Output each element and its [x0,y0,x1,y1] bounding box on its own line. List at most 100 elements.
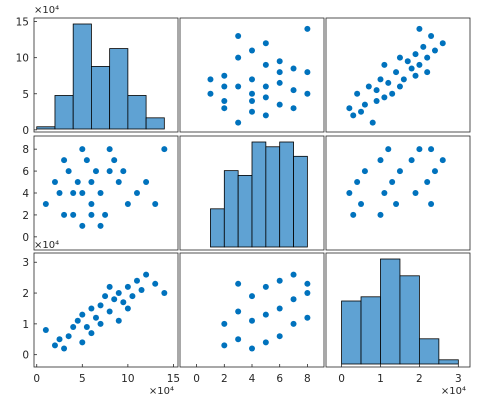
scatter-point [354,179,361,186]
scatter-point [373,97,380,104]
subplot-r0-c2 [325,17,471,133]
scatter-point [221,72,228,79]
scatter-point [249,97,255,104]
hist-bar [36,126,56,130]
y-tick-label: 2 [22,288,29,300]
x-tick-label: 0 [338,373,345,385]
hist-bar [223,170,239,248]
scatter-point [412,190,419,196]
scatter-point [115,179,122,186]
scatter-point [143,179,150,186]
scatter-point [350,211,357,218]
subplot-r1-c0: 0 2 4 6 8 [22,135,179,251]
scatter-point [102,211,109,218]
x-exponent-label: ×10⁴ [149,386,174,397]
subplot-frame [33,135,179,251]
scatter-point [262,339,269,346]
scatter-point [389,90,396,97]
scatter-point [290,87,297,94]
scatter-point [408,65,415,72]
hist-bar [145,117,165,130]
scatter-point [124,200,131,207]
scatter-point [97,222,104,229]
hist-bar [341,300,362,365]
scatter-point [106,146,113,153]
scatter-point [88,330,95,337]
scatter-point [51,342,58,349]
scatter-point [42,327,49,334]
scatter-point [262,311,269,318]
scatter-point [377,76,384,83]
scatter-point [276,79,283,86]
scatter-point [97,190,104,196]
x-tick-label: 4 [249,373,256,385]
scatter-point [361,168,368,175]
scatter-point [70,190,77,196]
scatter-point [115,317,122,324]
scatter-point [290,320,297,327]
scatter-point [385,146,392,153]
scatter-point [124,283,131,290]
subplot-r2-c2: 0 1 2 3 [325,252,471,385]
hist-bar [279,141,294,248]
scatter-point [262,83,269,90]
scatter-point [290,296,297,303]
hist-bar [360,296,381,365]
scatter-point [65,168,72,175]
scatter-point [290,65,297,72]
y-tick-label: 0 [22,125,29,137]
scatter-point [400,76,407,83]
scatter-point [354,90,361,97]
scatter-point [249,47,255,54]
scatter-point [115,290,122,297]
scatter-point [365,83,372,90]
scatter-point [346,105,353,112]
x-tick-label: 5 [79,373,86,385]
scatter-point [79,222,86,229]
scatter-point [290,105,297,112]
scatter-point [65,333,72,340]
scatter-point [424,54,431,61]
scatter-point [428,200,435,207]
scatter-point [235,33,242,40]
y-tick-label: 10 [16,53,29,65]
scatter-point [249,293,255,300]
hist-bar [109,48,129,130]
x-tick-label: 0 [33,373,40,385]
scatter-point [221,105,228,112]
scatter-point [235,54,242,61]
y-tick-label: 2 [22,210,29,222]
scatter-point [369,119,376,126]
scatter-point [431,168,438,175]
scatter-point [262,61,269,68]
scatter-point [249,90,255,97]
hist-bar [54,95,74,130]
subplot-r2-c0: 0 1 2 3 0 5 10 15 [22,252,180,385]
scatter-point [74,317,81,324]
scatter-point [88,200,95,207]
hist-bar [265,146,281,248]
scatter-point [221,320,228,327]
scatter-point [377,157,384,164]
scatter-point [83,323,90,330]
scatter-point [262,94,269,101]
scatter-point [304,69,311,76]
scatter-point [97,302,104,309]
y-tick-label: 3 [22,257,29,269]
scatter-point [276,277,283,284]
x-tick-label: 6 [276,373,283,385]
subplot-r0-c0: 0 5 10 15 [16,17,179,137]
subplot-r0-c1 [179,17,325,133]
scatter-point [70,211,77,218]
scatter-point [393,200,400,207]
scatter-point [83,157,90,164]
x-tick-label: 0 [193,373,200,385]
scatter-point [304,314,311,321]
scatter-point [262,112,269,119]
scatter-point [88,179,95,186]
scatter-point [161,290,168,297]
scatter-point [235,83,242,90]
y-tick-label: 1 [22,319,29,331]
scatter-point [304,25,311,32]
scatter-point [276,101,283,108]
